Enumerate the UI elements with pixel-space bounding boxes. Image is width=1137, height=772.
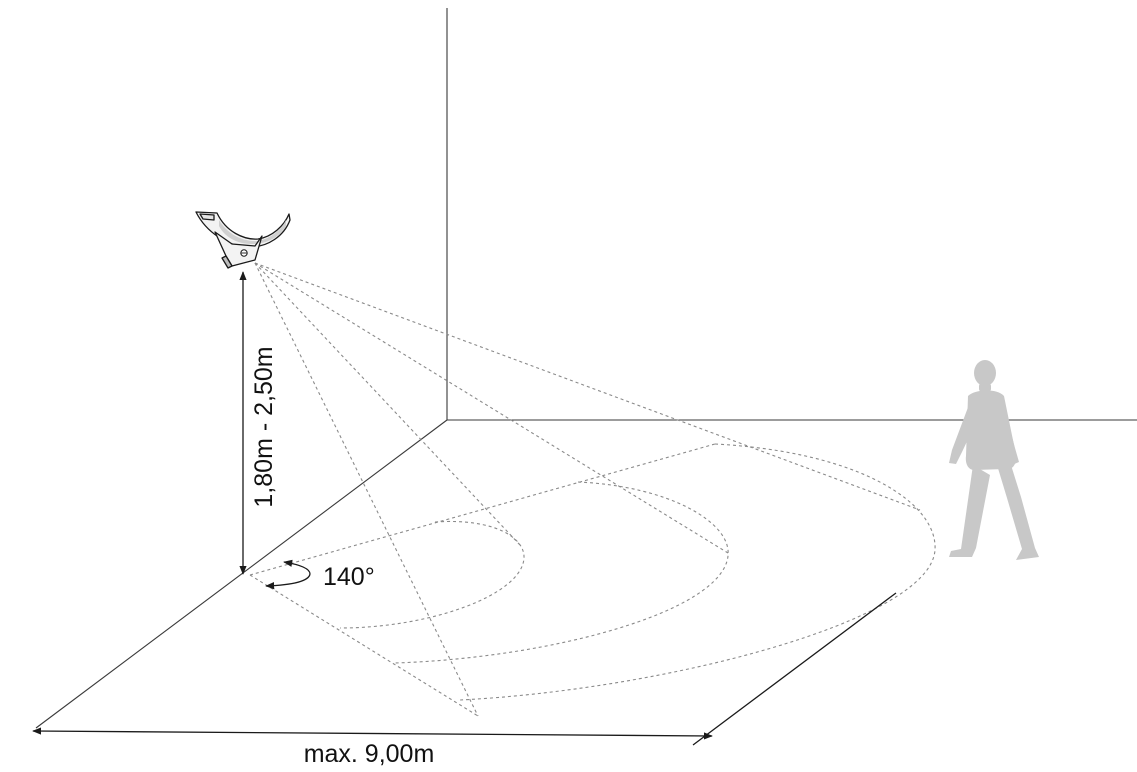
detection-boundary-back <box>249 443 716 576</box>
floor-wall-edge-left <box>35 419 448 729</box>
detection-ray <box>254 262 921 511</box>
height-range-label: 1,80m - 2,50m <box>250 346 278 507</box>
detection-ray <box>254 262 521 546</box>
height-dimension: 1,80m - 2,50m <box>239 271 278 575</box>
wall-lamp-with-motion-sensor-icon <box>195 211 291 269</box>
angle-arc-lower <box>265 573 311 590</box>
max-range-dimension: max. 9,00m <box>32 592 897 768</box>
detection-angle-indicator: 140° <box>265 559 375 591</box>
walking-person-icon <box>949 360 1039 560</box>
range-extension-line <box>692 592 897 746</box>
room-outline <box>35 8 1137 729</box>
detection-angle-label: 140° <box>323 563 375 591</box>
detection-ray <box>254 262 729 554</box>
angle-arc-upper <box>283 559 311 575</box>
detection-boundary-front <box>249 574 479 717</box>
max-range-label: max. 9,00m <box>304 740 435 768</box>
detection-arc-outer <box>459 443 936 701</box>
detection-zone <box>249 262 936 717</box>
max-range-dimension-line <box>32 727 713 740</box>
detection-ray <box>254 262 479 717</box>
detection-arc-middle <box>394 481 729 664</box>
detection-arc-inner <box>339 520 525 629</box>
